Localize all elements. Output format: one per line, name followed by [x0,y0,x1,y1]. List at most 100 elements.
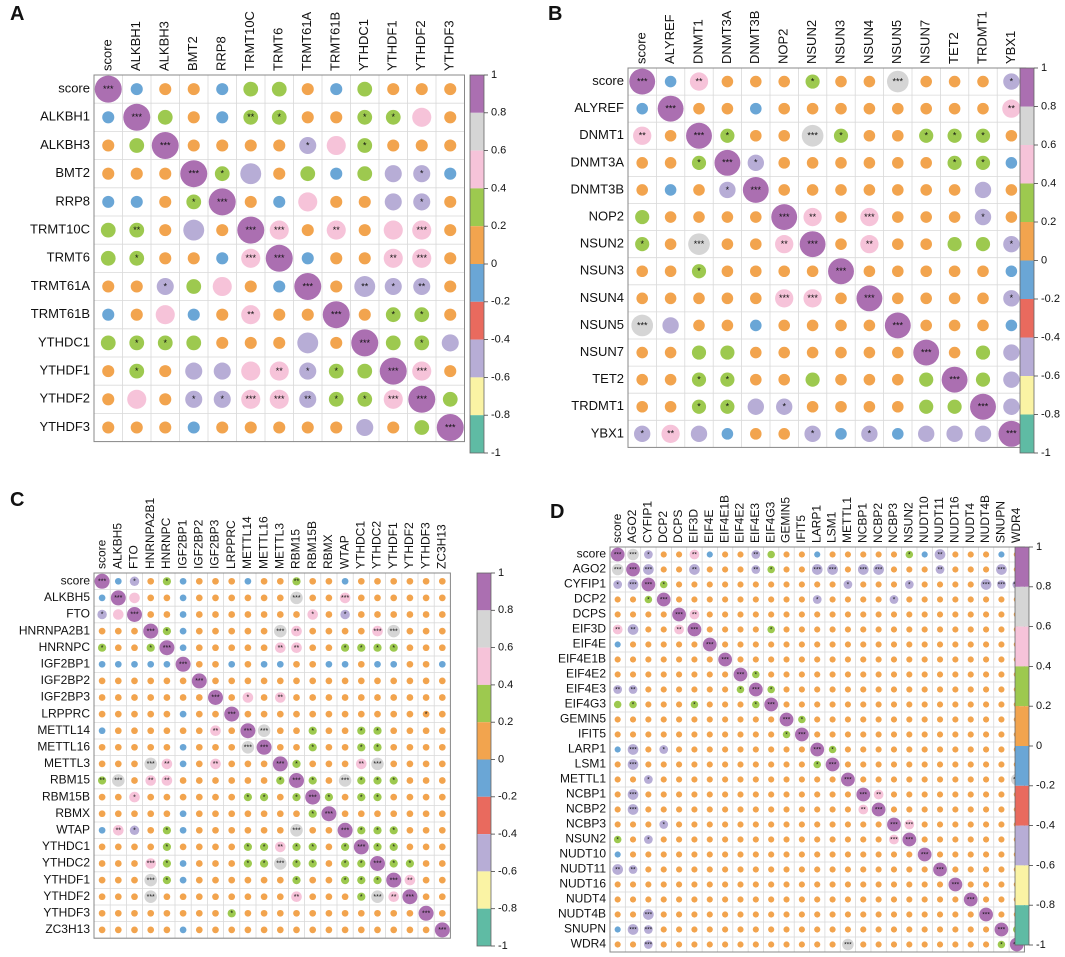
correlation-dot [794,727,809,742]
correlation-dot [722,566,729,573]
correlation-dot [308,859,317,868]
correlation-dot [947,155,962,170]
significance-stars: *** [302,281,313,291]
correlation-dot [114,677,122,685]
correlation-dot [691,372,707,387]
correlation-dot [737,911,744,918]
correlation-dot [1003,398,1020,415]
correlation-dot [675,776,683,783]
significance-stars: * [334,394,338,404]
significance-stars: *** [211,695,219,702]
correlation-dot [273,280,286,293]
significance-stars: *** [292,778,300,785]
correlation-dot [276,793,284,801]
correlation-dot [675,761,683,768]
correlation-dot [660,776,667,783]
significance-stars: * [360,877,363,884]
row-label: score [577,547,607,561]
correlation-dot [357,909,365,917]
correlation-dot [660,926,667,933]
correlation-dot [98,926,106,934]
correlation-dot [260,710,268,718]
correlation-dot [379,357,407,385]
correlation-dot [357,391,373,407]
correlation-dot [720,128,735,143]
significance-stars: * [163,338,167,348]
correlation-dot [875,941,882,948]
correlation-dot [921,656,928,663]
correlation-dot [330,111,343,124]
correlation-dot [952,896,959,903]
significance-stars: * [328,794,331,801]
correlation-dot [325,760,333,768]
correlation-dot [114,860,122,867]
significance-stars: *** [260,728,268,735]
significance-stars: * [311,811,314,818]
row-label: NCBP1 [566,787,606,801]
correlation-dot [645,656,652,663]
correlation-dot [212,909,219,917]
scale-tick-label: -0.2 [1036,780,1055,792]
significance-stars: *** [228,711,236,718]
significance-stars: * [981,158,985,168]
correlation-dot [159,421,172,434]
correlation-dot [875,926,882,933]
correlation-dot [635,209,650,225]
correlation-dot [798,596,805,603]
significance-stars: ** [615,687,621,694]
correlation-dot [422,677,430,685]
correlation-dot [645,806,652,813]
correlation-dot [982,806,990,813]
correlation-dot [675,821,683,828]
column-label: DCP2 [656,511,670,543]
correlation-dot [664,211,677,223]
column-label: RBM15B [305,521,319,569]
correlation-dot [628,865,638,874]
significance-stars: *** [836,266,847,276]
row-label: METTL3 [44,756,90,770]
correlation-dot [614,731,621,738]
correlation-dot [948,184,961,196]
correlation-dot [159,195,172,208]
row-label: NSUN3 [580,263,624,278]
correlation-dot [952,686,959,693]
correlation-dot [952,641,959,648]
significance-stars: *** [829,567,837,574]
correlation-dot [886,70,909,93]
correlation-dot [875,866,882,873]
correlation-dot [982,656,990,663]
correlation-dot [98,727,106,735]
scale-tick-label: 1 [1041,62,1047,74]
significance-stars: * [376,745,379,752]
correlation-dot [660,836,667,843]
correlation-dot [783,821,790,828]
significance-stars: ** [866,239,874,249]
scale-segment [477,908,491,946]
correlation-dot [1005,319,1018,332]
correlation-dot [920,238,932,250]
significance-stars: *** [325,811,333,818]
correlation-dot [357,743,366,752]
correlation-dot [340,643,350,652]
correlation-dot [921,776,928,783]
correlation-dot [750,211,762,223]
significance-stars: *** [694,239,705,249]
significance-stars: * [376,844,379,851]
correlation-dot [783,926,790,933]
significance-stars: ** [99,778,105,785]
correlation-dot [970,393,996,420]
correlation-dot [814,641,821,648]
correlation-dot [309,876,317,884]
correlation-dot [629,611,637,618]
correlation-dot [814,836,821,843]
correlation-dot [998,701,1005,708]
correlation-dot [721,238,734,250]
correlation-dot [752,941,759,948]
correlation-dot [374,810,381,818]
correlation-dot [157,109,173,125]
correlation-dot [644,550,653,559]
scale-tick-label: 0.6 [498,642,513,654]
correlation-dot [768,761,775,768]
correlation-dot [341,694,349,701]
correlation-dot [330,336,343,349]
